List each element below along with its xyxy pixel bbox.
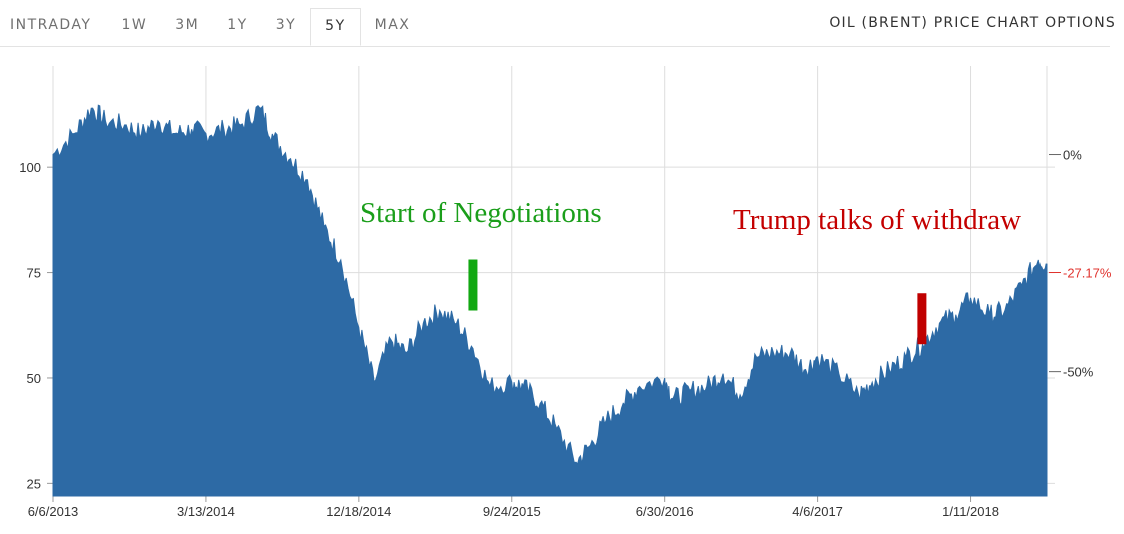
range-tab-bar: INTRADAY 1W 3M 1Y 3Y 5Y MAX OIL (BRENT) … xyxy=(0,8,1124,47)
right-axis-label: -50% xyxy=(1063,365,1094,380)
annotation-trump-withdraw: Trump talks of withdraw xyxy=(733,204,1021,236)
x-tick-label: 6/30/2016 xyxy=(636,504,694,519)
y-tick-label: 50 xyxy=(27,371,41,386)
tab-3y[interactable]: 3Y xyxy=(275,17,297,33)
y-tick-label: 25 xyxy=(27,476,41,491)
current-change-label: -27.17% xyxy=(1063,266,1112,281)
right-axis-label: 0% xyxy=(1063,148,1082,163)
annotation-start-of-negotiations: Start of Negotiations xyxy=(360,197,602,229)
chart-options-link[interactable]: OIL (BRENT) PRICE CHART OPTIONS xyxy=(829,15,1116,31)
y-tick-label: 100 xyxy=(19,160,41,175)
tab-intraday[interactable]: INTRADAY xyxy=(10,17,92,33)
x-tick-label: 3/13/2014 xyxy=(177,504,235,519)
x-tick-label: 9/24/2015 xyxy=(483,504,541,519)
x-tick-label: 4/6/2017 xyxy=(792,504,843,519)
tab-1w[interactable]: 1W xyxy=(121,17,148,33)
tab-3m[interactable]: 3M xyxy=(175,17,200,33)
x-tick-label: 12/18/2014 xyxy=(326,504,391,519)
price-area xyxy=(52,104,1048,497)
y-tick-label: 75 xyxy=(27,266,41,281)
annotation-marker-red xyxy=(917,293,927,345)
tab-5y[interactable]: 5Y xyxy=(310,8,361,46)
x-tick-label: 6/6/2013 xyxy=(28,504,79,519)
x-tick-label: 1/11/2018 xyxy=(942,504,999,519)
range-tabs: INTRADAY 1W 3M 1Y 3Y 5Y MAX xyxy=(0,8,1110,47)
annotation-marker-green xyxy=(468,259,478,311)
tab-max[interactable]: MAX xyxy=(374,17,411,33)
tab-1y[interactable]: 1Y xyxy=(227,17,248,33)
